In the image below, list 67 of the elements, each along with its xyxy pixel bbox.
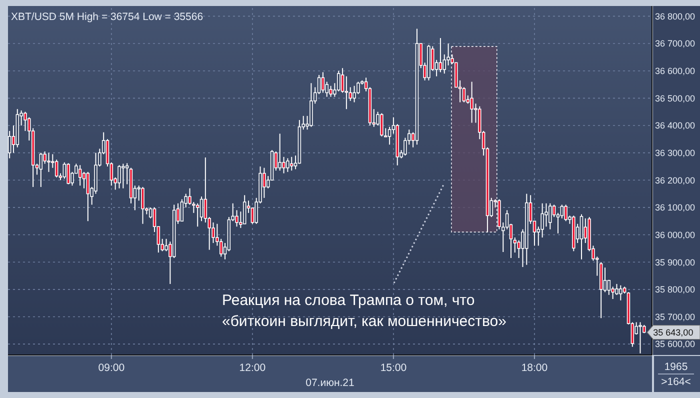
candlestick: [66, 162, 70, 185]
candlestick: [442, 54, 446, 74]
candlestick: [560, 204, 564, 219]
y-tick-label: 36 600,00: [655, 66, 696, 76]
candlestick: [580, 214, 584, 260]
y-tick-label: 36 700,00: [655, 38, 696, 49]
candlestick: [122, 163, 125, 189]
candlestick: [388, 126, 392, 146]
candlestick: [462, 86, 466, 103]
candlestick: [180, 198, 184, 222]
candlestick: [282, 156, 286, 174]
candlestick: [321, 72, 325, 94]
candlestick: [470, 81, 474, 124]
y-tick-label: 36 100,00: [655, 202, 696, 213]
candlestick: [619, 284, 622, 301]
candlestick: [603, 267, 607, 293]
candlestick: [286, 158, 290, 172]
candlestick: [242, 194, 246, 224]
y-tick-label: 36 000,00: [655, 230, 696, 240]
candlestick: [607, 279, 611, 296]
candlestick: [39, 152, 43, 188]
x-tick-label: 12:00: [239, 362, 266, 374]
candlestick: [54, 159, 58, 178]
chart-title: XBT/USD 5M High = 36754 Low = 35566: [11, 11, 204, 23]
candlestick: [329, 85, 332, 98]
y-tick-label: 36 300,00: [655, 148, 696, 158]
x-axis-title: 07.июн.21: [306, 377, 355, 389]
candlestick: [352, 85, 356, 103]
candlestick: [125, 162, 129, 185]
candlestick: [8, 130, 12, 159]
candlestick: [118, 164, 121, 189]
candlestick: [325, 81, 328, 98]
candlestick: [141, 186, 144, 224]
y-tick-label: 35 800,00: [655, 284, 696, 295]
candlestick: [340, 68, 344, 94]
candlestick: [278, 133, 282, 172]
candlestick: [615, 283, 618, 296]
candlestick: [438, 38, 442, 73]
candlestick: [638, 322, 642, 354]
candlestick: [86, 171, 90, 222]
y-tick-label: 36 400,00: [655, 120, 696, 131]
candlestick: [200, 196, 204, 222]
candlestick: [513, 237, 517, 254]
candlestick: [564, 204, 568, 222]
candlestick: [78, 164, 82, 186]
y-tick-label: 35 700,00: [655, 312, 696, 322]
y-tick-label: 35 900,00: [655, 257, 696, 268]
candlestick: [380, 112, 384, 137]
y-tick-label: 36 500,00: [655, 93, 696, 104]
x-tick-label: 18:00: [521, 362, 548, 374]
text: 1965: [664, 361, 688, 373]
candlestick: [337, 70, 340, 92]
candlestick: [196, 202, 200, 228]
candlestick: [348, 86, 352, 102]
y-tick-label: 36 200,00: [655, 175, 696, 186]
x-tick-label: 15:00: [380, 362, 407, 374]
text: >164<: [661, 376, 691, 388]
y-tick-label: 36 800,00: [655, 11, 696, 22]
annotation: Реакция на слова Трампа о том, что «биткоин выглядит, как мошенничество»: [222, 292, 506, 330]
x-tick-label: 09:00: [98, 362, 125, 374]
annotation: 35 643,00: [653, 327, 694, 338]
candlestick: [262, 167, 266, 198]
y-tick-label: 35 600,00: [655, 339, 696, 350]
candlestick: [548, 202, 552, 230]
candlestick: [290, 156, 294, 172]
candlestick: [47, 152, 50, 172]
candlestick: [219, 238, 223, 258]
